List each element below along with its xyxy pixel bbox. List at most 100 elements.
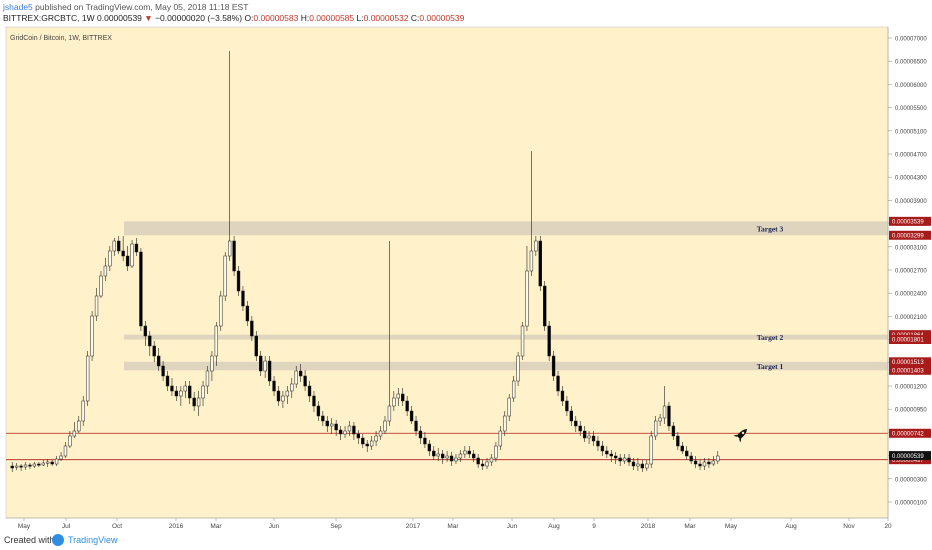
x-tick-label: Mar	[447, 523, 459, 530]
candle	[134, 238, 139, 256]
candle-body	[387, 405, 392, 422]
price-tag-label: 0.00000497	[892, 458, 924, 464]
chart-header: jshade5 published on TradingView.com, Ma…	[0, 0, 932, 26]
open-label: O:	[244, 13, 254, 23]
candle-body	[196, 397, 201, 407]
y-tick-label: 0.00003900	[895, 199, 927, 205]
current-price-tag	[889, 451, 931, 461]
candle	[152, 341, 156, 362]
candle	[365, 440, 369, 452]
candle-body	[117, 240, 121, 252]
candle	[472, 450, 476, 462]
candle-body	[219, 295, 223, 327]
candle	[352, 422, 356, 440]
price-chart[interactable]: 0.00007000 0.00006500 0.00006000 0.00005500…	[0, 26, 932, 530]
candle	[201, 381, 205, 406]
x-tick-label: Oct	[112, 523, 122, 530]
candle-body	[263, 360, 267, 372]
candle	[445, 451, 449, 462]
candle	[330, 418, 334, 434]
candle	[254, 331, 258, 361]
candle-body	[152, 345, 156, 357]
x-tick-label: 20	[884, 523, 892, 530]
candle	[645, 460, 649, 471]
candle	[534, 236, 538, 256]
candle	[37, 462, 41, 467]
candle-body	[693, 460, 698, 465]
candle-body	[10, 465, 14, 469]
candle	[503, 411, 507, 436]
candle	[54, 456, 59, 466]
candle-body	[223, 255, 227, 297]
candle	[14, 463, 19, 470]
candle	[276, 386, 281, 406]
candle	[516, 352, 520, 386]
candle	[414, 416, 418, 436]
candle-body	[423, 437, 427, 445]
author-link[interactable]: jshade5	[3, 2, 33, 12]
price-tag	[889, 216, 931, 226]
candle-body	[458, 453, 463, 459]
candle-body	[449, 455, 454, 462]
candle	[494, 442, 498, 462]
candle	[529, 151, 534, 276]
candle	[148, 331, 152, 356]
candle	[600, 441, 605, 456]
y-tick-label: 0.00002100	[895, 315, 927, 321]
y-tick-label: 0.00006500	[895, 60, 927, 66]
zone-label: Target 2	[757, 333, 784, 342]
candle	[671, 422, 676, 440]
candle-body	[54, 458, 59, 465]
candle-body	[307, 385, 312, 397]
candle-body	[352, 425, 356, 435]
candle	[636, 458, 640, 471]
candle-body	[68, 435, 72, 447]
candle-body	[711, 460, 716, 465]
candle	[627, 454, 631, 466]
candle-body	[689, 455, 693, 462]
footer: Created with TradingView	[0, 530, 932, 550]
candle	[658, 414, 662, 426]
target-zone	[124, 221, 888, 236]
candle	[170, 378, 174, 396]
candle	[312, 391, 316, 412]
candle	[680, 442, 684, 454]
candle	[716, 451, 720, 464]
candle	[245, 301, 250, 326]
candle	[378, 426, 383, 440]
candle-body	[63, 445, 68, 457]
candle-body	[507, 397, 511, 417]
publish-line: jshade5 published on TradingView.com, Ma…	[3, 2, 248, 13]
candle-body	[574, 420, 578, 427]
candle-body	[560, 390, 565, 402]
candle	[139, 248, 143, 331]
candle-body	[188, 385, 192, 399]
candle	[130, 240, 134, 268]
candle	[347, 421, 352, 436]
current-price-label: 0.00000539	[892, 454, 924, 460]
x-tick-label: Aug	[548, 523, 560, 530]
candle	[591, 431, 596, 446]
x-tick-label: Jun	[507, 523, 518, 530]
candle-body	[472, 453, 476, 459]
candle-body	[125, 255, 130, 267]
candle-body	[254, 335, 258, 357]
candle-body	[14, 465, 19, 468]
candle-body	[627, 457, 631, 463]
candle	[618, 454, 622, 466]
candle-body	[50, 461, 54, 465]
candle-body	[23, 464, 28, 468]
candle-body	[103, 265, 108, 277]
candle-body	[529, 250, 534, 272]
candle-body	[587, 435, 591, 439]
candle-body	[330, 423, 334, 427]
candle-body	[698, 463, 702, 467]
candle	[294, 366, 298, 388]
candle	[369, 436, 374, 450]
candle-body	[325, 420, 329, 427]
tradingview-brand[interactable]: TradingView	[68, 535, 118, 545]
candle	[649, 431, 653, 468]
candle-body	[139, 251, 143, 327]
candle-body	[622, 457, 627, 462]
candle	[227, 51, 232, 261]
